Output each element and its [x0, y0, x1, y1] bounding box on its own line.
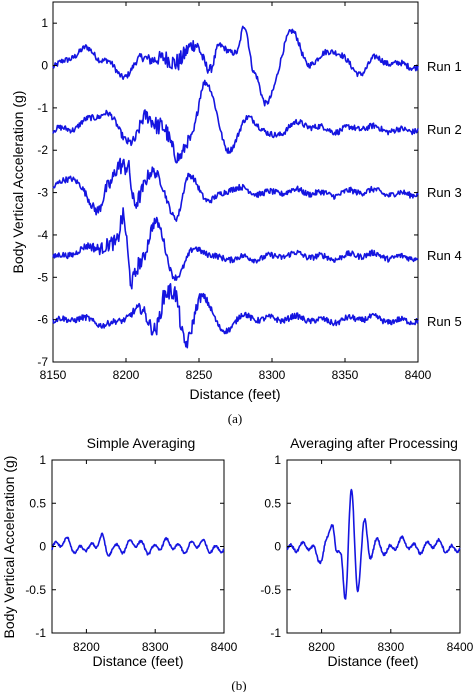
panel-a-frame: [52, 1, 419, 363]
panel-a-x-axis-label: Distance (feet): [189, 386, 280, 402]
x-tick-label: 8200: [113, 368, 140, 382]
series-run-2: [52, 79, 419, 164]
panel-b-y-axis-label: Body Vertical Acceleration (g): [1, 456, 17, 639]
panel-b-left-series-group: [51, 532, 225, 557]
series-simple-average: [51, 532, 225, 557]
x-tick-label: 8200: [308, 640, 335, 654]
series-label-run-3: Run 3: [427, 185, 462, 200]
series-label-run-1: Run 1: [427, 59, 462, 74]
panel-b-right-y-ticks: -1 -0.5 0 0.5 1: [260, 453, 460, 640]
x-tick-label: 8400: [405, 368, 432, 382]
x-tick-label: 8300: [142, 640, 169, 654]
y-tick-label: -0.5: [25, 583, 46, 597]
y-tick-label: 1: [41, 16, 48, 30]
panel-a: 8150 8200 8250 8300 8350 8400 -7 -6 -5 -4 -3 -2 -1 0…: [10, 1, 462, 426]
y-tick-label: -6: [37, 313, 48, 327]
panel-b-right-title: Averaging after Processing: [290, 435, 458, 451]
y-tick-label: 0: [274, 540, 281, 554]
x-tick-label: 8400: [447, 640, 474, 654]
x-tick-label: 8350: [332, 368, 359, 382]
x-tick-label: 8250: [186, 368, 213, 382]
panel-b-left-title: Simple Averaging: [87, 435, 196, 451]
series-run-5: [52, 283, 419, 349]
panel-a-x-ticks: 8150 8200 8250 8300 8350 8400: [40, 2, 432, 382]
y-tick-label: -7: [37, 355, 48, 369]
series-run-4: [52, 207, 419, 290]
y-tick-label: 0.5: [264, 496, 281, 510]
y-tick-label: -4: [37, 228, 48, 242]
panel-a-y-axis-label: Body Vertical Acceleration (g): [10, 91, 26, 274]
series-run-3: [52, 157, 419, 222]
x-tick-label: 8300: [259, 368, 286, 382]
x-tick-label: 8400: [211, 640, 238, 654]
y-tick-label: 0: [39, 540, 46, 554]
panel-b-right-x-axis-label: Distance (feet): [327, 653, 418, 669]
panel-b-left-y-ticks: -1 -0.5 0 0.5 1: [25, 453, 224, 640]
y-tick-label: 1: [39, 453, 46, 467]
series-label-run-5: Run 5: [427, 314, 462, 329]
x-tick-label: 8300: [377, 640, 404, 654]
panel-a-caption: (a): [228, 411, 242, 426]
y-tick-label: -2: [37, 143, 48, 157]
panel-b-left-x-ticks: 8200 8300 8400: [73, 460, 238, 654]
y-tick-label: 0.5: [29, 496, 46, 510]
series-run-1: [52, 25, 419, 107]
y-tick-label: -5: [37, 270, 48, 284]
x-tick-label: 8200: [73, 640, 100, 654]
y-tick-label: -1: [35, 626, 46, 640]
y-tick-label: -0.5: [260, 583, 281, 597]
x-tick-label: 8150: [40, 368, 67, 382]
panel-b-left-x-axis-label: Distance (feet): [92, 653, 183, 669]
y-tick-label: -3: [37, 186, 48, 200]
y-tick-label: -1: [37, 101, 48, 115]
panel-a-series-group: [52, 25, 419, 349]
panel-b-left: Simple Averaging 8200 8300 8400 -1 -0.5 0 0.5…: [1, 435, 238, 669]
panel-b-right: Averaging after Processing 8200 8300 8400 …: [260, 435, 473, 669]
y-tick-label: 1: [274, 453, 281, 467]
panel-b-caption: (b): [231, 678, 246, 692]
panel-b-right-x-ticks: 8200 8300 8400: [308, 460, 474, 654]
series-label-run-2: Run 2: [427, 122, 462, 137]
y-tick-label: 0: [41, 59, 48, 73]
panel-a-y-ticks: -7 -6 -5 -4 -3 -2 -1 0 1: [37, 16, 418, 369]
panel-b-right-series-group: [286, 488, 461, 600]
series-label-run-4: Run 4: [427, 248, 462, 263]
series-processed-average: [286, 488, 461, 600]
y-tick-label: -1: [270, 626, 281, 640]
